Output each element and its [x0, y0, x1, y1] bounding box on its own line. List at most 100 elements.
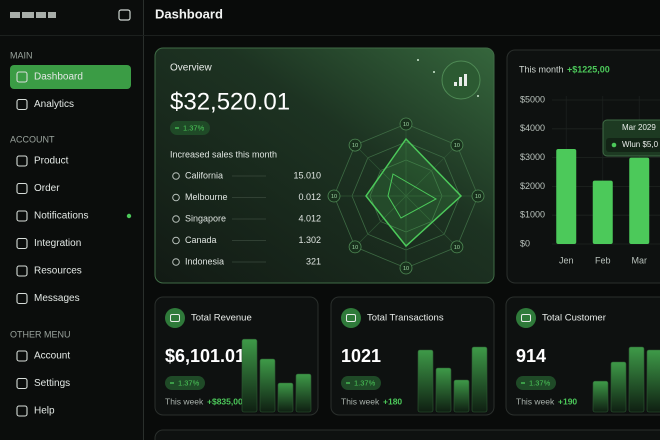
nav-icon — [16, 182, 28, 195]
stat-value: $6,101.01 — [165, 346, 245, 366]
overview-amount: $32,520.01 — [170, 88, 290, 115]
radar-label: 10 — [403, 266, 409, 272]
radar-label: 10 — [454, 143, 460, 149]
y-tick-label: $2000 — [520, 181, 545, 191]
nav-item[interactable]: Resources — [34, 266, 82, 277]
nav-icon — [16, 350, 28, 362]
y-tick-label: $1000 — [520, 210, 545, 220]
radar-label-bg — [450, 240, 464, 254]
tooltip-row — [606, 138, 660, 152]
stat-icon — [516, 308, 536, 328]
x-tick-label: Mar — [632, 255, 648, 265]
decor-bar — [646, 349, 660, 413]
stat-icon-glyph — [346, 314, 356, 322]
nav-active — [10, 65, 131, 89]
decor-bar — [435, 367, 452, 413]
location-value: 0.012 — [298, 192, 321, 202]
x-tick-label: Feb — [595, 255, 611, 265]
nav-item[interactable]: Integration — [34, 238, 81, 249]
tooltip-dot — [611, 142, 617, 148]
change-badge — [165, 376, 205, 390]
stat-value: 1021 — [341, 346, 381, 366]
logo-mark — [22, 12, 34, 18]
location-value: 15.010 — [293, 170, 321, 180]
chart-subtitle: +$1225,00 — [567, 64, 610, 74]
change-badge — [170, 121, 210, 135]
radar-spoke — [354, 195, 407, 248]
radar-shape-inner — [387, 173, 438, 219]
overview-icon-bar — [459, 77, 462, 86]
nav-item[interactable]: Analytics — [34, 99, 74, 110]
nav-item[interactable]: Messages — [34, 293, 80, 304]
notification-dot — [126, 213, 132, 219]
radar-label: 10 — [352, 245, 358, 251]
section-title: ACCOUNT — [10, 134, 55, 144]
radar-label: 10 — [475, 194, 481, 200]
location-icon — [172, 258, 180, 266]
overview-title: Overview — [170, 63, 212, 74]
period-delta: +180 — [383, 396, 402, 406]
decor-bar — [471, 346, 488, 413]
nav-item[interactable]: Order — [34, 183, 60, 194]
tooltip-title: Mar 2029 — [622, 123, 656, 132]
stat-icon-glyph — [521, 314, 531, 322]
overview-icon-bar — [464, 74, 467, 86]
radar-label: 10 — [331, 194, 337, 200]
radar-label-bg — [327, 189, 341, 203]
nav-icon — [16, 377, 28, 390]
radar-label-bg — [471, 189, 485, 203]
y-tick-label: $0 — [520, 238, 530, 248]
location-icon — [172, 193, 180, 202]
radar-shape — [365, 137, 463, 248]
overview-card — [154, 47, 495, 284]
change-value: 1.37% — [529, 378, 551, 387]
stat-icon-glyph — [170, 314, 180, 322]
nav-icon — [16, 155, 28, 167]
radar-label-bg — [399, 117, 413, 131]
tooltip-label: Wlun $5,0 — [622, 140, 659, 149]
nav-item[interactable]: Product — [34, 156, 69, 167]
location-icon — [172, 172, 180, 180]
location-name: California — [185, 170, 223, 180]
stat-icon — [165, 308, 185, 328]
section-title: MAIN — [10, 50, 33, 60]
nav-icon — [16, 405, 28, 417]
bar — [556, 148, 577, 244]
decor-bar — [628, 346, 645, 413]
nav-item[interactable]: Dashboard — [34, 72, 83, 83]
stat-title: Total Revenue — [191, 313, 252, 324]
nav-item[interactable]: Settings — [34, 378, 70, 389]
location-name: Melbourne — [185, 192, 228, 202]
stat-value: 914 — [516, 346, 546, 366]
y-tick-label: $3000 — [520, 152, 545, 162]
location-value: 1.302 — [298, 235, 321, 245]
period-label: This week — [341, 396, 380, 406]
nav-item[interactable]: Account — [34, 351, 70, 362]
location-name: Indonesia — [185, 256, 224, 266]
chart-card — [506, 49, 660, 284]
nav-icon — [16, 237, 28, 250]
sparkle — [433, 71, 435, 73]
radar-label: 10 — [403, 122, 409, 128]
decor-bar — [259, 358, 276, 413]
nav-icon — [16, 292, 28, 305]
nav-item[interactable]: Help — [34, 406, 55, 417]
stat-title: Total Transactions — [367, 313, 444, 324]
radar-spoke — [405, 144, 458, 197]
chart-title: This month — [519, 64, 564, 74]
list-title: Increased sales this month — [170, 149, 277, 159]
period-delta: +$835,000 — [207, 396, 248, 406]
period-delta: +190 — [558, 396, 577, 406]
location-value: 321 — [306, 256, 321, 266]
location-icon — [172, 215, 180, 223]
logo-mark — [36, 12, 46, 18]
overview-icon-bar — [454, 82, 457, 86]
logo-mark — [10, 12, 20, 18]
page-title: Dashboard — [155, 6, 223, 21]
location-icon — [172, 236, 180, 245]
nav-item[interactable]: Notifications — [34, 211, 88, 222]
bottom-card — [154, 429, 660, 440]
sidebar-toggle[interactable] — [118, 9, 131, 21]
radar-label: 10 — [352, 143, 358, 149]
radar-label: 10 — [454, 245, 460, 251]
